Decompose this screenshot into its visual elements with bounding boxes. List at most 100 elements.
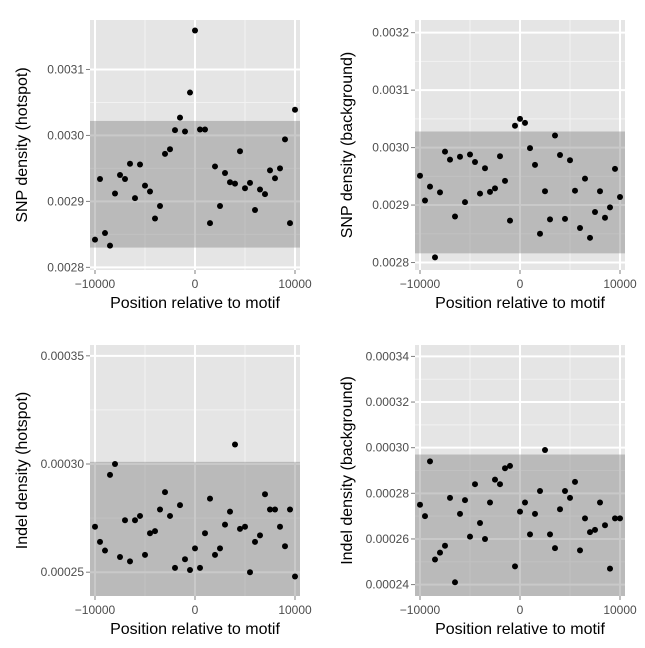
data-point <box>252 206 258 213</box>
data-point <box>212 163 218 170</box>
data-point <box>192 545 198 552</box>
data-point <box>107 242 113 249</box>
y-tick-label: 0.00024 <box>366 578 410 592</box>
data-point <box>232 441 238 448</box>
data-point <box>417 172 423 179</box>
data-point <box>417 501 423 508</box>
data-point <box>527 145 533 152</box>
data-point <box>287 220 293 227</box>
y-tick-label: 0.00030 <box>366 441 410 455</box>
data-point <box>617 194 623 201</box>
x-axis-title: Position relative to motif <box>435 621 605 638</box>
data-point <box>117 554 123 561</box>
data-point <box>262 491 268 498</box>
y-tick-label: 0.00034 <box>366 349 410 363</box>
data-point <box>562 215 568 222</box>
data-point <box>92 523 98 530</box>
data-point <box>487 499 493 506</box>
data-point <box>477 519 483 526</box>
data-point <box>257 532 263 539</box>
background-range-band <box>90 120 300 248</box>
data-point <box>127 558 133 565</box>
data-point <box>292 573 298 580</box>
data-point <box>532 510 538 517</box>
data-point <box>187 89 193 96</box>
data-point <box>567 157 573 164</box>
data-point <box>432 254 438 261</box>
data-point <box>512 563 518 570</box>
x-tick-label: 0 <box>192 277 199 291</box>
data-point <box>97 538 103 545</box>
data-point <box>267 506 273 513</box>
data-point <box>482 165 488 172</box>
data-point <box>587 529 593 536</box>
data-point <box>427 458 433 465</box>
data-point <box>102 547 108 554</box>
data-point <box>447 156 453 163</box>
data-point <box>497 153 503 160</box>
data-point <box>172 564 178 571</box>
data-point <box>472 158 478 165</box>
data-point <box>277 165 283 172</box>
data-point <box>517 508 523 515</box>
data-point <box>147 188 153 195</box>
x-tick-label: −10000 <box>75 277 116 291</box>
data-point <box>262 191 268 198</box>
data-point <box>182 128 188 135</box>
data-point <box>187 567 193 574</box>
data-point <box>152 215 158 222</box>
data-point <box>207 220 213 227</box>
background-range-band <box>415 131 625 254</box>
data-point <box>612 165 618 172</box>
data-point <box>582 515 588 522</box>
data-point <box>177 502 183 509</box>
data-point <box>602 522 608 529</box>
x-axis-title: Position relative to motif <box>110 621 280 638</box>
data-point <box>142 182 148 189</box>
y-tick-label: 0.00028 <box>366 486 410 500</box>
data-point <box>492 185 498 192</box>
y-tick-label: 0.0030 <box>372 141 409 155</box>
data-point <box>512 122 518 129</box>
data-point <box>452 213 458 220</box>
data-point <box>122 517 128 524</box>
data-point <box>92 236 98 243</box>
data-point <box>117 172 123 179</box>
data-point <box>482 535 488 542</box>
data-point <box>547 531 553 538</box>
data-point <box>197 126 203 133</box>
data-point <box>477 190 483 197</box>
data-point <box>177 114 183 121</box>
data-point <box>137 512 143 519</box>
data-point <box>592 526 598 533</box>
data-point <box>287 506 293 513</box>
y-tick-label: 0.00035 <box>41 349 85 363</box>
data-point <box>557 506 563 513</box>
x-tick-label: 10000 <box>278 603 312 617</box>
data-point <box>147 530 153 537</box>
data-point <box>442 148 448 155</box>
panel-4: −10000 0 10000 0.00024 0.00026 0.00028 0.00030… <box>339 345 637 638</box>
data-point <box>562 488 568 495</box>
data-point <box>167 512 173 519</box>
data-point <box>572 478 578 485</box>
data-point <box>102 230 108 237</box>
data-point <box>517 115 523 122</box>
panel-2: −10000 0 10000 0.0028 0.0029 0.0030 0.0031 0.00… <box>339 20 637 312</box>
data-point <box>292 106 298 113</box>
data-point <box>422 513 428 520</box>
data-point <box>282 543 288 550</box>
data-point <box>572 187 578 194</box>
data-point <box>537 230 543 237</box>
data-point <box>252 538 258 545</box>
y-tick-label: 0.0031 <box>372 83 409 97</box>
data-point <box>547 216 553 223</box>
data-point <box>542 446 548 453</box>
data-point <box>437 549 443 556</box>
data-point <box>257 186 263 193</box>
data-point <box>552 132 558 139</box>
data-point <box>167 146 173 153</box>
y-tick-label: 0.00025 <box>41 565 85 579</box>
data-point <box>567 494 573 501</box>
y-tick-label: 0.0029 <box>47 194 84 208</box>
